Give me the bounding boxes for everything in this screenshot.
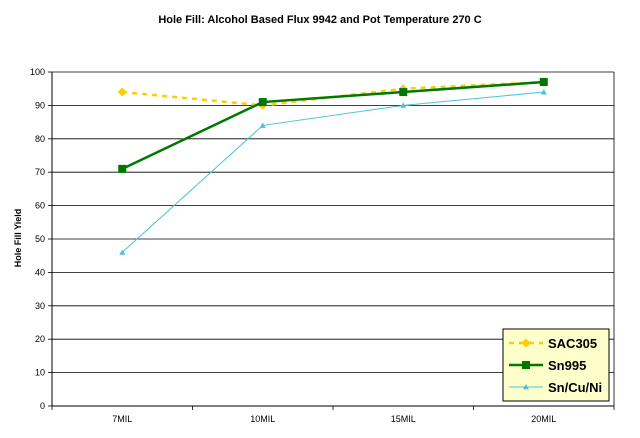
- series-line-sn995: [121, 80, 544, 170]
- point-sn-cu-ni-7MIL: [119, 249, 126, 255]
- y-tick-labels: 0 10 20 30 40 50 60 70 80 90 100: [30, 67, 45, 411]
- y-tick-label-0: 0: [40, 401, 45, 411]
- point-sn-cu-ni-20MIL: [540, 89, 547, 95]
- y-tick-label-50: 50: [35, 234, 45, 244]
- y-tick-label-60: 60: [35, 201, 45, 211]
- y-tick-label-30: 30: [35, 301, 45, 311]
- gridlines: [52, 71, 614, 374]
- series-line-sn-cu-ni: [121, 91, 544, 253]
- series-sn995: [118, 78, 548, 173]
- x-tick-label-20MIL: 20MIL: [531, 414, 556, 424]
- point-sn995-15MIL: [399, 88, 408, 97]
- point-sn-cu-ni-10MIL: [259, 122, 266, 128]
- series-lines: [117, 77, 549, 255]
- point-sac305-7MIL: [117, 87, 127, 97]
- x-tick-label-7MIL: 7MIL: [112, 414, 132, 424]
- y-tick-label-20: 20: [35, 334, 45, 344]
- point-sn995-7MIL: [118, 164, 127, 173]
- point-sn995-20MIL: [539, 78, 548, 87]
- legend: SAC305 Sn995 Sn/Cu/Ni: [502, 328, 610, 402]
- y-tick-label-100: 100: [30, 67, 45, 77]
- legend-item-sac305: SAC305: [509, 336, 597, 351]
- legend-marker-sn-cu-ni: [523, 384, 529, 390]
- x-tick-label-10MIL: 10MIL: [250, 414, 275, 424]
- legend-marker-sac305: [521, 338, 531, 348]
- y-axis-title: Hole Fill Yield: [13, 209, 23, 268]
- x-tick-label-15MIL: 15MIL: [391, 414, 416, 424]
- legend-item-sn995: Sn995: [509, 358, 586, 373]
- y-tick-label-70: 70: [35, 167, 45, 177]
- legend-label-sac305: SAC305: [548, 336, 597, 351]
- legend-item-sn-cu-ni: Sn/Cu/Ni: [509, 380, 602, 395]
- series-sn-cu-ni: [119, 89, 547, 255]
- chart-title: Hole Fill: Alcohol Based Flux 9942 and P…: [158, 14, 481, 26]
- point-sn-cu-ni-15MIL: [400, 102, 407, 108]
- legend-label-sn-cu-ni: Sn/Cu/Ni: [548, 380, 602, 395]
- point-sn995-10MIL: [258, 98, 267, 107]
- y-tick-label-40: 40: [35, 267, 45, 277]
- y-tick-label-80: 80: [35, 134, 45, 144]
- x-tick-labels: 7MIL 10MIL 15MIL 20MIL: [112, 414, 556, 424]
- legend-marker-sn995: [522, 361, 530, 369]
- legend-label-sn995: Sn995: [548, 358, 586, 373]
- y-tick-label-10: 10: [35, 368, 45, 378]
- axes: [48, 71, 615, 410]
- y-tick-label-90: 90: [35, 100, 45, 110]
